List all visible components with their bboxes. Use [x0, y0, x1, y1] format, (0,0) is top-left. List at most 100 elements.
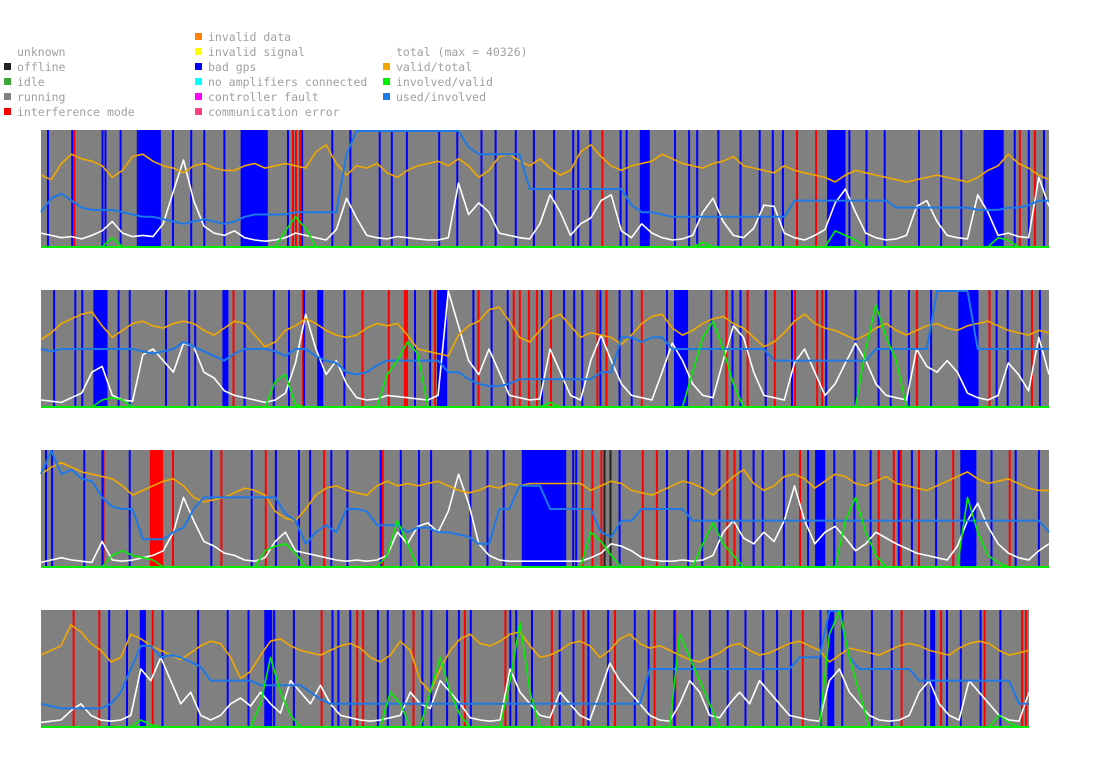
band-bad-gps-2-11	[288, 290, 290, 408]
legend-label-controller-fault: controller fault	[208, 90, 319, 104]
band-interference-mode-1-14	[799, 450, 801, 568]
band-interference-mode-1-1	[73, 130, 76, 248]
band-bad-gps-2-26	[630, 290, 633, 408]
band-bad-gps-3-14	[379, 450, 382, 568]
band-bad-gps-2-43	[758, 130, 761, 248]
band-bad-gps-2-39	[930, 290, 933, 408]
legend-label-idle: idle	[17, 75, 45, 89]
band-bad-gps-2-11	[172, 130, 174, 248]
band-interference-mode-1-11	[1033, 130, 1036, 248]
band-interference-mode-1-11	[550, 610, 553, 728]
band-interference-mode-1-11	[512, 290, 515, 408]
band-bad-gps-2-26	[572, 610, 575, 728]
band-interference-mode-1-6	[381, 450, 384, 568]
band-interference-mode-1-8	[591, 450, 594, 568]
legend-label-offline: offline	[17, 60, 66, 74]
band-bad-gps-3-43	[1037, 450, 1040, 568]
band-interference-mode-1-5	[320, 610, 323, 728]
band-bad-gps-2-7	[247, 610, 250, 728]
legend-running: running	[4, 90, 66, 104]
legend-idle: idle	[4, 75, 45, 89]
band-bad-gps-2-17	[472, 290, 475, 408]
band-bad-gps-2-25	[438, 130, 441, 248]
band-wide-bad-gps-3-5	[983, 130, 1004, 248]
band-bad-gps-2-35	[854, 290, 857, 408]
band-interference-mode-1-3	[361, 290, 364, 408]
band-interference-mode-1-12	[582, 610, 585, 728]
band-interference-mode-1-21	[1025, 610, 1027, 728]
band-interference-mode-1-14	[535, 290, 538, 408]
legend-offline: offline	[4, 60, 66, 74]
legend-label-valid-total: valid/total	[396, 60, 473, 74]
band-interference-mode-1-6	[356, 610, 359, 728]
legend-total: total (max = 40326)	[383, 46, 528, 58]
band-bad-gps-3-10	[298, 450, 300, 568]
band-bad-gps-2-18	[287, 130, 289, 248]
band-interference-mode-1-1	[72, 610, 75, 728]
band-bad-gps-2-50	[865, 130, 868, 248]
band-bad-gps-2-36	[625, 130, 628, 248]
band-wide-bad-gps-3-6	[958, 290, 979, 408]
band-bad-gps-3-34	[833, 450, 836, 568]
legend-swatch-offline	[4, 63, 11, 70]
band-bad-gps-2-53	[940, 130, 943, 248]
band-bad-gps-3-3	[83, 450, 86, 568]
legend-label-bad-gps: bad gps	[208, 60, 257, 74]
band-bad-gps-3-39	[935, 450, 938, 568]
legend-swatch-idle	[4, 78, 11, 85]
band-bad-gps-2-20	[541, 290, 543, 408]
band-interference-mode-1-3	[220, 450, 223, 568]
band-bad-gps-2-14	[414, 290, 416, 408]
band-wide-bad-gps-3-2	[240, 130, 268, 248]
band-bad-gps-3-11	[309, 450, 312, 568]
band-interference-mode-1-20	[1021, 610, 1024, 728]
band-bad-gps-2-21	[563, 290, 566, 408]
band-bad-gps-2-5	[119, 130, 122, 248]
band-wide-bad-gps-4-3	[960, 450, 977, 568]
band-interference-mode-1-2	[98, 610, 101, 728]
band-bad-gps-2-18	[430, 610, 433, 728]
band-bad-gps-2-13	[203, 130, 206, 248]
band-bad-gps-3-26	[687, 450, 690, 568]
legend-communication-error: communication error	[195, 106, 340, 118]
band-bad-gps-2-15	[429, 290, 432, 408]
band-bad-gps-2-14	[223, 130, 226, 248]
band-bad-gps-3-19	[486, 450, 489, 568]
band-bad-gps-2-2	[71, 130, 74, 248]
band-bad-gps-3-37	[897, 450, 900, 568]
band-bad-gps-3-29	[739, 450, 742, 568]
band-interference-mode-1-7	[434, 290, 437, 408]
band-bad-gps-2-20	[331, 130, 334, 248]
band-bad-gps-3-24	[618, 450, 621, 568]
band-interference-mode-1-4	[387, 290, 390, 408]
band-bad-gps-2-13	[349, 610, 352, 728]
series-line-valid-total	[40, 306, 1050, 357]
chart-panel-1	[40, 130, 1050, 248]
band-interference-mode-1-4	[295, 130, 297, 248]
band-interference-mode-1-5	[323, 450, 326, 568]
band-bad-gps-2-27	[480, 130, 483, 248]
series-line-valid-total	[40, 461, 1049, 522]
band-bad-gps-2-15	[386, 610, 389, 728]
band-bad-gps-2-29	[633, 610, 636, 728]
band-bad-gps-2-20	[457, 610, 460, 728]
band-interference-mode-1-4	[151, 610, 154, 728]
band-interference-mode-1-18	[899, 450, 902, 568]
band-wide-bad-gps-3-2	[222, 290, 229, 408]
legend-valid-total: valid/total	[383, 60, 473, 74]
band-interference-mode-1-2	[172, 450, 174, 568]
legend-bad-gps: bad gps	[195, 60, 257, 74]
band-bad-gps-2-44	[946, 610, 948, 728]
band-bad-gps-2-46	[979, 610, 982, 728]
legend-swatch-invalid-signal	[195, 48, 202, 55]
band-bad-gps-3-31	[761, 450, 764, 568]
band-wide-bad-gps-3-1	[139, 610, 146, 728]
band-interference-mode-1-17	[892, 450, 895, 568]
band-interference-mode-1-18	[640, 290, 643, 408]
band-interference-mode-1-9	[815, 130, 818, 248]
legend-swatch-involved-valid	[383, 78, 390, 85]
legend-label-running: running	[17, 90, 66, 104]
band-bad-gps-2-21	[469, 610, 472, 728]
band-bad-gps-2-40	[696, 130, 699, 248]
band-interference-mode-1-13	[614, 610, 616, 728]
